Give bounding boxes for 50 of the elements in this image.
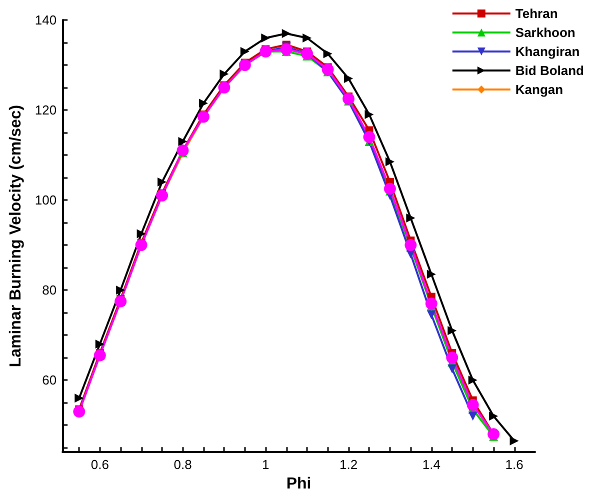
x-tick-label: 0.8 [174,457,192,472]
point [323,49,332,58]
point [406,214,416,223]
point [261,34,270,43]
x-tick-label: 1.6 [505,457,524,472]
point [510,436,519,446]
point [385,157,394,166]
point [425,298,438,310]
point [322,64,334,76]
legend-label: Bid Boland [515,63,584,78]
y-tick-label: 120 [34,102,57,118]
point [282,29,291,38]
legend-label: Kangan [515,82,564,97]
y-tick-label: 140 [34,12,57,28]
point [426,270,436,279]
point [220,70,229,79]
x-tick-label: 1 [262,457,270,472]
point [468,412,478,421]
point [426,310,436,320]
legend-label: Sarkhoon [515,25,576,40]
point [448,326,457,336]
point [363,131,376,144]
point [198,98,208,108]
point [240,47,250,56]
point [136,229,146,238]
y-tick-label: 80 [42,282,57,298]
x-tick-label: 1.4 [422,457,440,472]
x-axis-title: Phi [286,476,312,492]
point [489,412,498,421]
point [446,352,458,364]
point [116,286,126,295]
point [448,364,457,374]
point [344,74,354,84]
point [302,34,312,43]
point [95,340,104,349]
point [404,239,417,252]
legend-label: Khangiran [515,44,580,59]
point [364,110,374,120]
y-axis-title: Laminar Burning Velocity (cm/sec) [8,104,24,368]
point [178,137,188,146]
x-tick-label: 0.6 [90,457,109,472]
point [74,394,84,403]
legend-label: Tehran [515,6,558,21]
point [280,43,292,56]
point [468,376,478,385]
point [158,178,167,187]
x-tick-label: 1.2 [339,457,358,472]
point [466,398,479,411]
y-tick-label: 100 [34,192,57,208]
y-tick-label: 60 [42,372,57,388]
